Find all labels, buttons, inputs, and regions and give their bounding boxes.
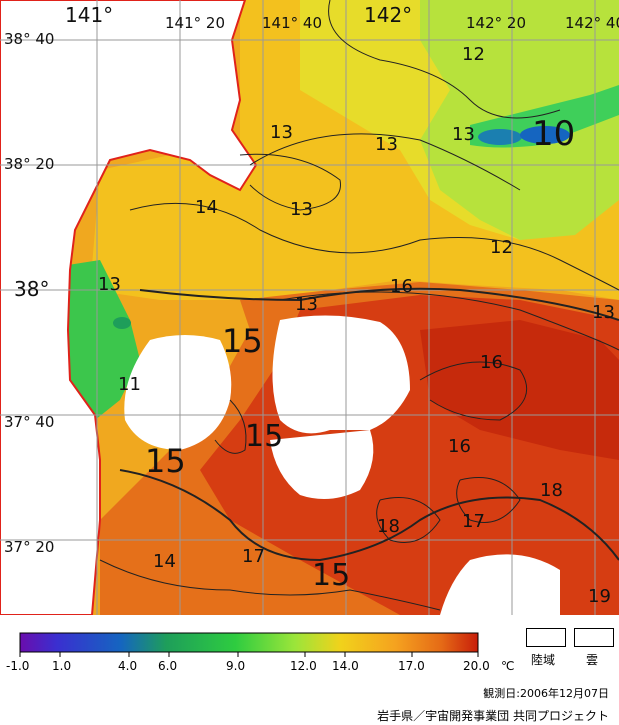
contour-label: 14 [153, 551, 176, 572]
contour-label: 13 [592, 302, 615, 323]
contour-label: 13 [295, 294, 318, 315]
cold-core-ellipse [520, 126, 570, 144]
contour-label: 16 [480, 352, 503, 373]
lat-label: 37° 20 [4, 538, 54, 556]
isotherm-contours [99, 0, 619, 611]
land-key-swatch [526, 628, 566, 647]
legend-tick-label: -1.0 [6, 659, 29, 673]
contour-label: 13 [270, 122, 293, 143]
lon-label: 141° 20 [165, 14, 225, 32]
legend-tick-label: 1.0 [52, 659, 71, 673]
credit-line: 岩手県／宇宙開発事業団 共同プロジェクト [377, 709, 609, 723]
land-area [0, 0, 258, 615]
lat-label: 38° [14, 277, 49, 301]
contour-label: 10 [532, 114, 575, 154]
lat-label: 38° 40 [4, 30, 54, 48]
contour-label: 15 [245, 419, 283, 454]
contour-label: 17 [462, 511, 485, 532]
contour-label: 13 [375, 134, 398, 155]
legend-tick-label: 20.0 [463, 659, 490, 673]
coastal-cold-zone [68, 260, 140, 420]
contour-label: 15 [145, 442, 186, 480]
contour-label: 13 [290, 199, 313, 220]
contour-label: 18 [377, 516, 400, 537]
lat-label: 37° 40 [4, 413, 54, 431]
contour-label: 17 [242, 546, 265, 567]
cloud-key-swatch [574, 628, 614, 647]
cloud-key-label: 雲 [586, 653, 599, 667]
contour-label: 18 [540, 480, 563, 501]
legend-unit: ℃ [501, 659, 514, 673]
legend-colorbar [19, 632, 479, 653]
contour-label: 15 [222, 322, 263, 360]
legend-tick-label: 12.0 [290, 659, 317, 673]
contour-label: 14 [195, 197, 218, 218]
cold-core-ellipse [113, 317, 131, 329]
land-key-label: 陸域 [531, 653, 556, 667]
observation-date: 観測日:2006年12月07日 [483, 687, 609, 700]
contour-label: 16 [448, 436, 471, 457]
contour-label: 13 [452, 124, 475, 145]
contour-label: 11 [118, 374, 141, 395]
contour-label: 12 [490, 237, 513, 258]
contour-label: 16 [390, 276, 413, 297]
contour-label: 15 [312, 558, 350, 593]
graticule [0, 0, 619, 615]
cloud-cover [124, 315, 560, 615]
legend-tick-label: 4.0 [118, 659, 137, 673]
sea-hot-zone [420, 320, 619, 460]
cold-core-ellipse [478, 129, 522, 145]
lon-label: 142° 20 [466, 14, 526, 32]
lat-label: 38° 20 [4, 155, 54, 173]
lon-label: 142° 40 [565, 14, 619, 32]
contour-label: 12 [462, 44, 485, 65]
legend-tick-label: 6.0 [158, 659, 177, 673]
legend-tick-label: 17.0 [398, 659, 425, 673]
lon-label: 141° [65, 3, 113, 27]
lon-label: 142° [364, 3, 412, 27]
legend-tick-label: 9.0 [226, 659, 245, 673]
contour-label: 19 [588, 586, 611, 607]
contour-label: 13 [98, 274, 121, 295]
lon-label: 141° 40 [262, 14, 322, 32]
legend-ticks [19, 652, 479, 657]
legend-tick-label: 14.0 [332, 659, 359, 673]
